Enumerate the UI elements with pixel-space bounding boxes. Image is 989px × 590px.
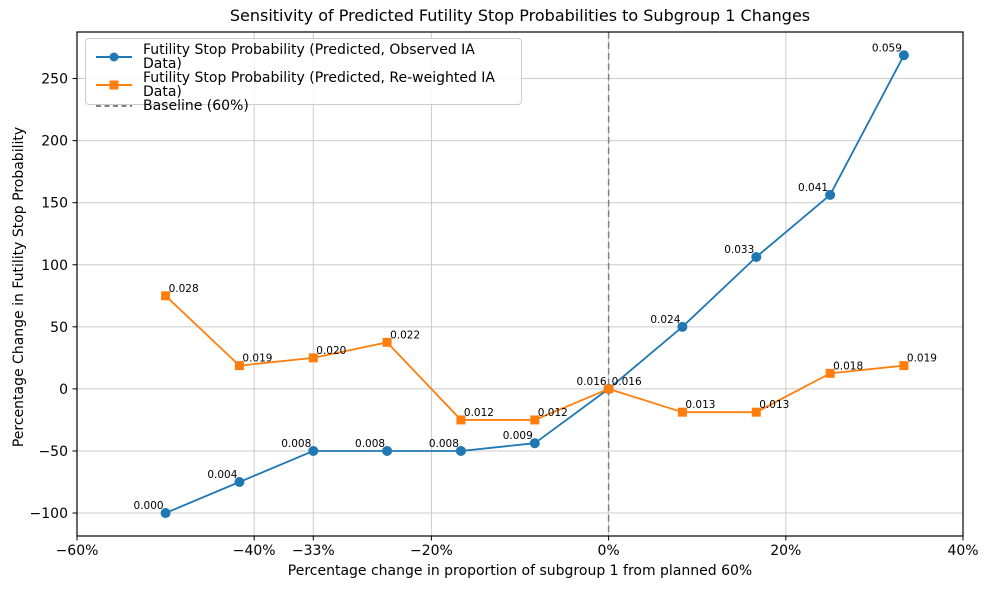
x-tick-label: −60% xyxy=(56,543,99,559)
point-label: 0.016 xyxy=(612,376,642,388)
legend-handle-line-square-icon xyxy=(96,80,132,90)
x-tick-label: 20% xyxy=(770,543,801,559)
point-label: 0.028 xyxy=(169,283,199,295)
point-label: 0.008 xyxy=(429,438,459,450)
data-point-marker xyxy=(898,50,909,61)
legend-label-reweighted: Futility Stop Probability (Predicted, Re… xyxy=(143,70,495,100)
y-tick-label: 50 xyxy=(50,320,68,336)
data-point-marker xyxy=(382,445,393,456)
data-point-marker xyxy=(751,252,762,262)
legend-handle-line-circle-icon xyxy=(96,52,132,62)
y-tick-label: 200 xyxy=(41,134,68,150)
point-label: 0.059 xyxy=(872,42,902,54)
point-label: 0.000 xyxy=(134,500,164,512)
x-tick-label: −20% xyxy=(410,543,453,559)
legend-item-observed: Futility Stop Probability (Predicted, Ob… xyxy=(95,43,512,71)
data-point-marker xyxy=(234,361,244,371)
data-point-marker xyxy=(161,291,171,301)
data-point-marker xyxy=(455,445,466,456)
data-point-marker xyxy=(308,445,319,456)
point-label: 0.008 xyxy=(355,438,385,450)
point-label: 0.004 xyxy=(207,469,237,481)
x-tick-label: 40% xyxy=(947,543,978,559)
data-point-marker xyxy=(751,407,761,417)
data-point-marker xyxy=(456,415,466,425)
legend-item-reweighted: Futility Stop Probability (Predicted, Re… xyxy=(95,71,512,99)
point-label: 0.013 xyxy=(685,399,715,411)
y-tick-label: 150 xyxy=(41,196,68,212)
data-point-marker xyxy=(530,415,540,425)
point-label: 0.013 xyxy=(759,399,789,411)
data-point-marker xyxy=(529,438,540,449)
data-point-marker xyxy=(308,353,318,363)
y-tick-label: −100 xyxy=(30,506,68,522)
data-point-marker xyxy=(677,407,687,417)
legend-label-baseline: Baseline (60%) xyxy=(143,98,249,114)
y-tick-label: 250 xyxy=(41,72,68,88)
y-tick-label: −50 xyxy=(38,444,68,460)
data-point-marker xyxy=(825,189,836,200)
x-tick-label: −33% xyxy=(292,543,335,559)
point-label: 0.018 xyxy=(833,360,863,372)
x-tick-label: −40% xyxy=(233,543,276,559)
point-label: 0.016 xyxy=(577,376,607,388)
point-label: 0.019 xyxy=(907,353,937,365)
point-label: 0.019 xyxy=(242,353,272,365)
data-point-marker xyxy=(234,477,245,487)
series-line-1 xyxy=(164,295,904,421)
x-tick-label: 0% xyxy=(597,543,619,559)
legend-item-baseline: Baseline (60%) xyxy=(95,99,512,113)
data-point-marker xyxy=(825,368,835,378)
y-axis-label: Percentage Change in Futility Stop Proba… xyxy=(11,126,27,448)
point-label: 0.012 xyxy=(538,407,568,419)
data-point-marker xyxy=(677,321,688,332)
point-label: 0.022 xyxy=(390,329,420,341)
data-point-marker xyxy=(160,508,171,519)
plot-border xyxy=(76,31,964,537)
chart-title: Sensitivity of Predicted Futility Stop P… xyxy=(229,6,811,25)
legend-label-observed: Futility Stop Probability (Predicted, Ob… xyxy=(143,42,475,72)
data-point-marker xyxy=(382,337,392,347)
y-tick-label: 0 xyxy=(59,382,68,398)
point-label: 0.008 xyxy=(281,438,311,450)
data-point-marker xyxy=(899,361,909,371)
legend-handle-dashed-line-icon xyxy=(96,105,132,107)
point-label: 0.024 xyxy=(650,314,680,326)
y-tick-label: 100 xyxy=(41,258,68,274)
point-label: 0.012 xyxy=(464,407,494,419)
data-point-marker xyxy=(604,384,614,394)
point-label: 0.020 xyxy=(316,345,346,357)
point-label: 0.009 xyxy=(503,430,533,442)
x-axis-label: Percentage change in proportion of subgr… xyxy=(287,563,753,579)
point-label: 0.041 xyxy=(798,182,828,194)
point-label: 0.033 xyxy=(724,244,754,256)
legend: Futility Stop Probability (Predicted, Ob… xyxy=(85,38,522,113)
